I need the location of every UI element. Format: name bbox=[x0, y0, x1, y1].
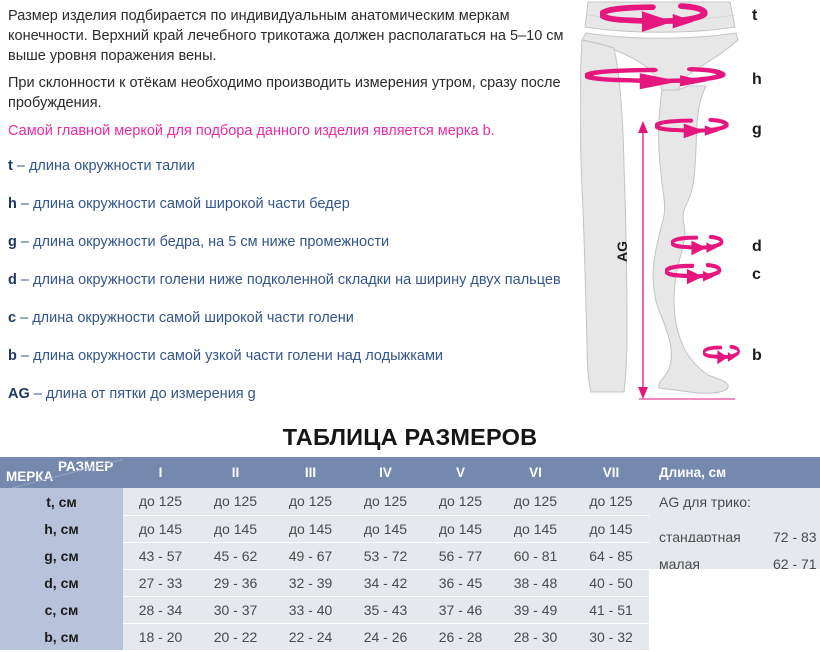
svg-text:b: b bbox=[752, 347, 762, 364]
svg-text:h: h bbox=[752, 71, 762, 88]
svg-text:d: d bbox=[752, 238, 762, 255]
svg-text:c: c bbox=[752, 266, 761, 283]
svg-text:g: g bbox=[752, 121, 762, 138]
svg-text:AG: AG bbox=[614, 241, 630, 262]
svg-text:t: t bbox=[752, 7, 758, 24]
